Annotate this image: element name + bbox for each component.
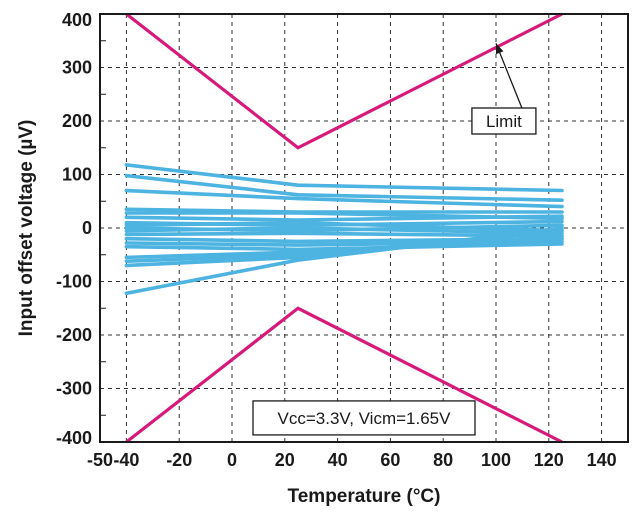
- x-tick-label: 40: [328, 450, 348, 470]
- y-tick-label: -400: [56, 428, 92, 448]
- y-tick-label: -300: [56, 379, 92, 399]
- condition-label: Vcc=3.3V, Vicm=1.65V: [278, 409, 452, 428]
- limit-label-box: [471, 107, 537, 135]
- sample-series-line: [124, 188, 564, 209]
- limit-arrow-line: [495, 43, 523, 109]
- x-axis-title: Temperature (°C): [288, 486, 441, 507]
- x-tick-label: -50: [87, 450, 113, 470]
- condition-label-box: [252, 400, 476, 436]
- x-tick-label: 140: [587, 450, 617, 470]
- x-tick-label: 80: [433, 450, 453, 470]
- sample-series-line: [124, 242, 564, 252]
- y-axis-title: Input offset voltage (µV): [16, 120, 37, 337]
- sample-series-line: [124, 234, 564, 264]
- x-tick-label: -20: [166, 450, 192, 470]
- y-tick-label: 400: [62, 10, 92, 30]
- y-tick-label: 0: [82, 218, 92, 238]
- sample-series-line: [124, 231, 564, 238]
- lower-limit-line: [125, 306, 563, 444]
- x-tick-labels: -50 -40 -20 0 20 40 60 80 100 120 140: [87, 450, 617, 470]
- sample-series-line: [124, 163, 564, 193]
- x-tick-label: -40: [113, 450, 139, 470]
- y-tick-label: 200: [62, 111, 92, 131]
- x-tick-label: 100: [481, 450, 511, 470]
- sample-series-line: [124, 226, 564, 236]
- x-tick-label: 60: [380, 450, 400, 470]
- y-tick-label: -100: [56, 272, 92, 292]
- y-tick-label: -200: [56, 325, 92, 345]
- sample-series-group: [124, 163, 564, 296]
- x-tick-label: 20: [275, 450, 295, 470]
- y-tick-labels: 400 300 200 100 0 -100 -200 -300 -400: [56, 10, 92, 448]
- x-tick-label: 0: [227, 450, 237, 470]
- y-tick-label: 100: [62, 165, 92, 185]
- sample-series-line: [124, 173, 564, 202]
- limit-label: Limit: [486, 112, 522, 131]
- x-tick-label: 120: [534, 450, 564, 470]
- plot-frame: [99, 13, 629, 443]
- upper-limit-line: [125, 12, 563, 150]
- limit-arrow-head: [496, 43, 504, 55]
- y-tick-label: 300: [62, 58, 92, 78]
- limit-lines-group: [125, 12, 563, 444]
- sample-series-line: [124, 226, 564, 296]
- sample-series-line: [124, 214, 564, 222]
